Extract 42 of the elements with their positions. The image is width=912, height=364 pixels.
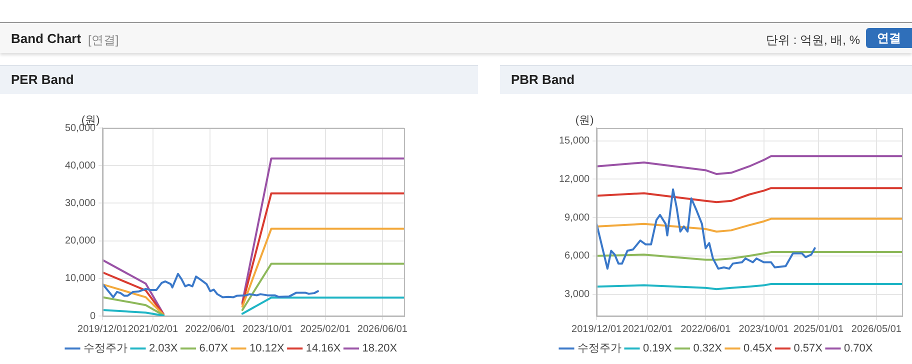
legend-label: 0.57X [794,342,824,355]
y-tick-label: 6,000 [564,250,590,262]
y-tick-label: 9,000 [564,212,590,224]
text: 단위 : 억원, 배, % [766,32,860,49]
legend-label: 2.03X [149,342,178,355]
legend-label: 수정주가 [84,342,128,355]
y-tick-label: 12,000 [558,174,590,185]
legend-label: 14.16X [306,342,342,355]
legend-label: 수정주가 [578,342,622,355]
y-tick-label: 0 [90,310,96,322]
x-tick-label: 2019/12/01 [572,324,622,335]
chart-title: PER Band [0,65,478,94]
x-tick-label: 2019/12/01 [78,324,128,335]
x-tick-label: 2022/06/01 [185,324,236,335]
y-axis-title: (원) [575,114,594,127]
y-tick-label: 10,000 [64,273,96,284]
legend-label: 10.12X [249,342,286,355]
legend-label: 0.70X [844,342,874,355]
y-tick-label: 30,000 [64,198,96,209]
x-tick-label: 2022/06/01 [680,324,732,335]
legend-label: 0.19X [643,342,672,355]
y-tick-label: 50,000 [64,122,96,134]
legend-label: 6.07X [199,342,229,355]
y-tick-label: 15,000 [558,136,590,147]
x-tick-label: 2025/02/01 [300,324,351,335]
x-tick-label: 2026/05/01 [851,324,902,335]
x-tick-label: 2021/02/01 [622,324,674,335]
text: Band Chart [11,31,82,46]
x-tick-label: 2025/01/01 [793,324,844,335]
legend-label: 0.32X [693,342,723,355]
x-tick-label: 2021/02/01 [128,324,178,335]
x-tick-label: 2023/10/01 [738,324,790,335]
x-tick-label: 2026/06/01 [357,324,408,335]
chart-title: PBR Band [500,65,912,94]
y-tick-label: 40,000 [64,160,96,172]
x-tick-label: 2023/10/01 [242,324,294,335]
button: 연결 [866,28,912,48]
text: [연결] [88,32,119,49]
legend-label: 18.20X [362,342,398,355]
y-tick-label: 20,000 [64,236,96,247]
legend-label: 0.45X [743,342,773,355]
y-tick-label: 3,000 [564,289,590,300]
